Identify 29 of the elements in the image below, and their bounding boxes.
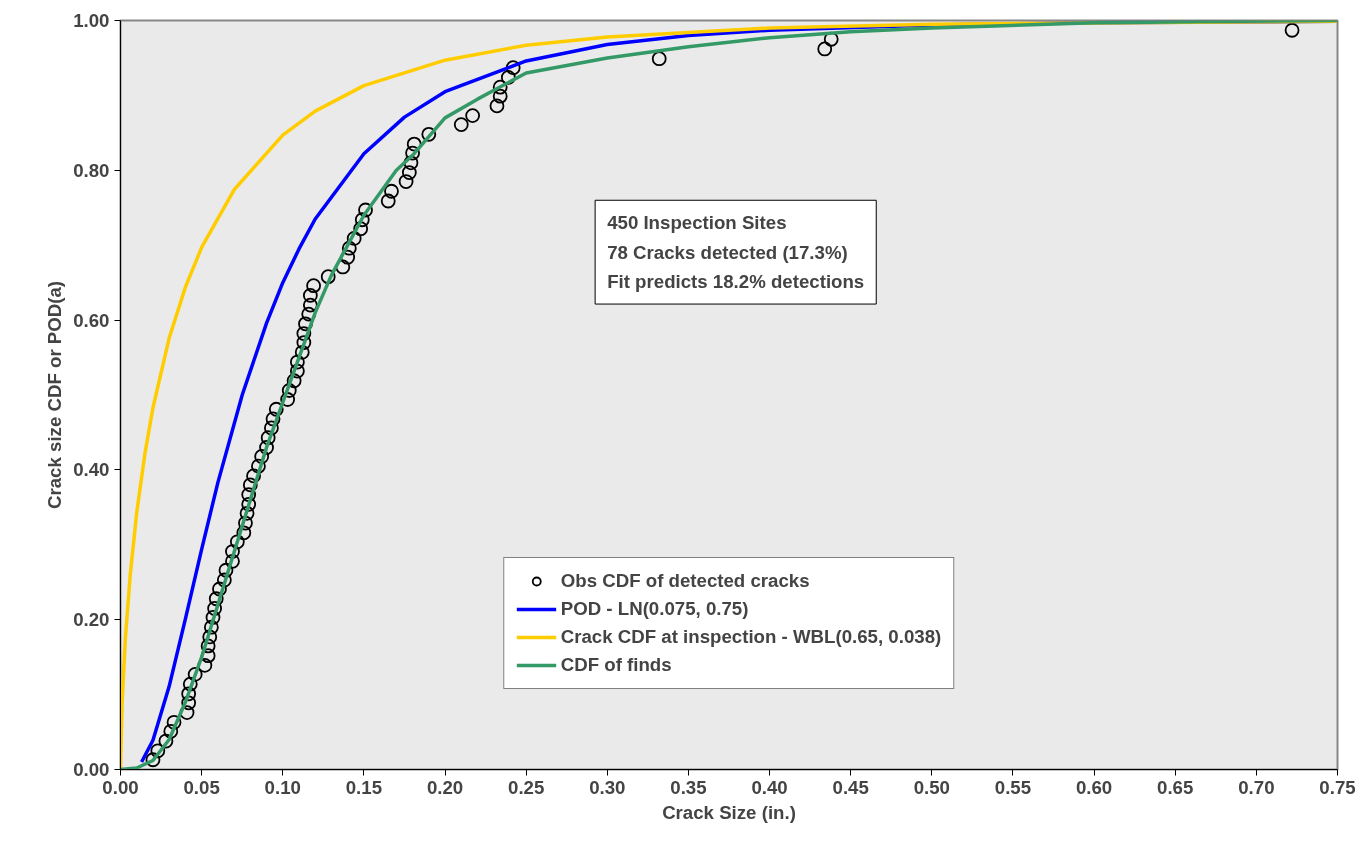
legend-label: POD - LN(0.075, 0.75) [560, 598, 749, 620]
y-axis-title: Crack size CDF or POD(a) [44, 280, 66, 510]
y-tick-label: 1.00 [73, 10, 110, 31]
annotation: 450 Inspection Sites [607, 212, 787, 234]
x-tick-label: 0.75 [1319, 776, 1356, 798]
x-axis-title: Crack Size (in.) [662, 801, 796, 823]
x-tick-label: 0.30 [589, 776, 626, 798]
y-tick-label: 0.40 [73, 459, 110, 481]
y-tick-label: 0.20 [73, 609, 110, 631]
legend-label: Crack CDF at inspection - WBL(0.65, 0.038) [560, 626, 942, 648]
x-tick-label: 0.35 [670, 776, 707, 798]
legend-label: Obs CDF of detected cracks [560, 570, 810, 592]
x-tick-label: 0.20 [426, 776, 464, 798]
x-tick-label: 0.15 [345, 776, 383, 798]
x-tick-label: 0.10 [264, 776, 301, 798]
annotation: Fit predicts 18.2% detections [607, 271, 865, 293]
y-tick-label: 0.80 [73, 159, 110, 181]
x-tick-label: 0.65 [1157, 776, 1194, 798]
x-tick-label: 0.50 [913, 776, 950, 798]
x-tick-label: 0.60 [1075, 776, 1113, 798]
x-tick-label: 0.05 [183, 776, 220, 798]
y-tick-label: 0.60 [73, 309, 110, 331]
x-tick-label: 0.70 [1238, 776, 1275, 798]
x-tick-label: 0.55 [994, 776, 1032, 798]
x-tick-label: 0.45 [832, 776, 869, 798]
x-tick-label: 0.40 [751, 776, 788, 798]
annotation: 78 Cracks detected (17.3%) [607, 241, 848, 263]
legend-label: CDF of finds [560, 654, 672, 676]
x-tick-label: 0.25 [508, 776, 545, 798]
